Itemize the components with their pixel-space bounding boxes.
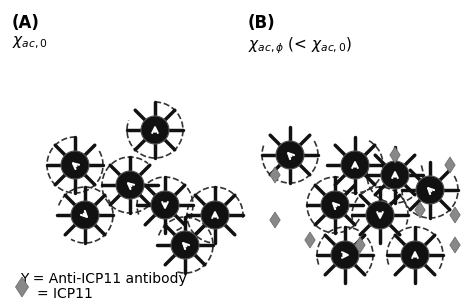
Circle shape <box>141 116 169 144</box>
Polygon shape <box>450 237 460 253</box>
Circle shape <box>341 151 369 179</box>
Polygon shape <box>270 212 280 228</box>
Polygon shape <box>390 147 400 163</box>
Circle shape <box>321 191 349 219</box>
Text: = ICP11: = ICP11 <box>37 287 93 301</box>
Polygon shape <box>270 167 280 183</box>
Circle shape <box>416 176 444 204</box>
Text: $\chi_{ac,0}$: $\chi_{ac,0}$ <box>12 35 48 51</box>
Circle shape <box>366 201 394 229</box>
Polygon shape <box>355 237 365 253</box>
Polygon shape <box>450 207 460 223</box>
Polygon shape <box>445 157 455 173</box>
Polygon shape <box>415 202 425 218</box>
Circle shape <box>116 171 144 199</box>
Circle shape <box>71 201 99 229</box>
Circle shape <box>276 141 304 169</box>
Text: $\chi_{ac,\phi}$ (< $\chi_{ac,0}$): $\chi_{ac,\phi}$ (< $\chi_{ac,0}$) <box>248 35 352 56</box>
Circle shape <box>401 241 429 269</box>
Polygon shape <box>305 232 315 248</box>
Polygon shape <box>16 277 28 297</box>
Circle shape <box>201 201 229 229</box>
Circle shape <box>61 151 89 179</box>
Text: Y = Anti-ICP11 antibody: Y = Anti-ICP11 antibody <box>20 272 187 286</box>
Circle shape <box>171 231 199 259</box>
Circle shape <box>151 191 179 219</box>
Circle shape <box>381 161 409 189</box>
Text: (A): (A) <box>12 14 40 32</box>
Text: (B): (B) <box>248 14 275 32</box>
Circle shape <box>331 241 359 269</box>
